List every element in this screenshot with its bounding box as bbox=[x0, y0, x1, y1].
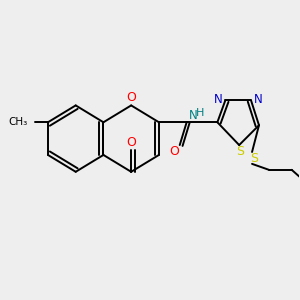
Text: CH₃: CH₃ bbox=[8, 117, 27, 127]
Text: O: O bbox=[169, 146, 179, 158]
Text: O: O bbox=[126, 136, 136, 148]
Text: N: N bbox=[189, 109, 197, 122]
Text: N: N bbox=[214, 93, 223, 106]
Text: S: S bbox=[250, 152, 258, 165]
Text: H: H bbox=[196, 108, 204, 118]
Text: S: S bbox=[236, 146, 244, 158]
Text: N: N bbox=[254, 93, 262, 106]
Text: O: O bbox=[126, 91, 136, 104]
